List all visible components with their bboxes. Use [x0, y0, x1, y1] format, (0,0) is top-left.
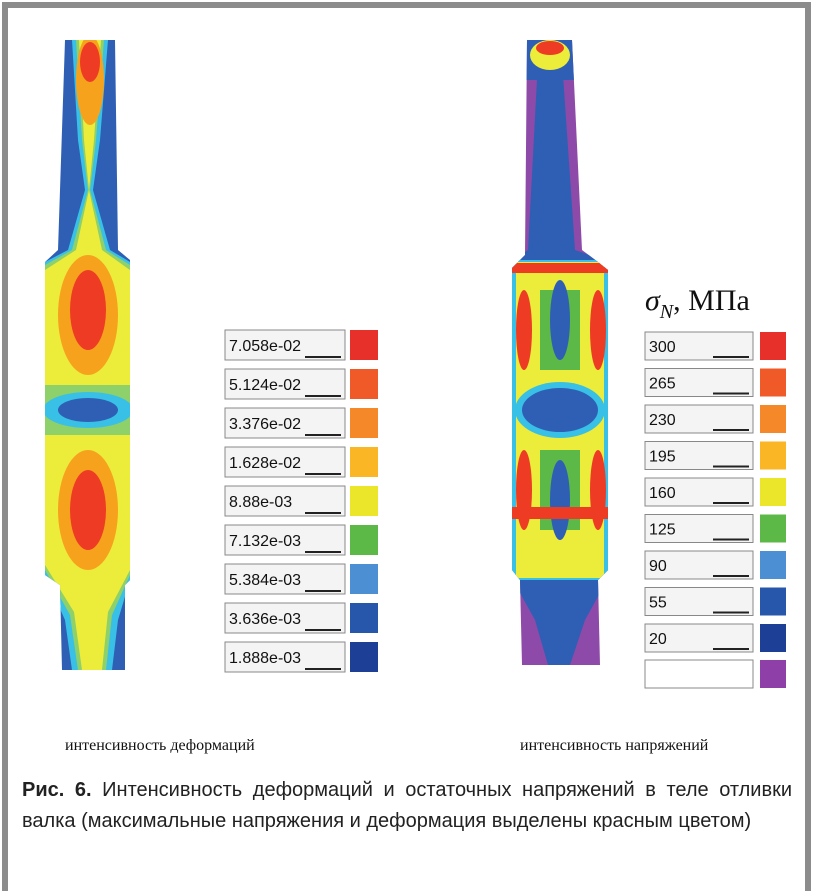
legend-swatch: [350, 603, 378, 633]
figure-caption: Рис. 6. Интенсивность деформаций и остат…: [22, 775, 792, 837]
figure: σN, МПа интенсивность деформаций интенси…: [0, 0, 813, 891]
legend-label: 7.132e-03: [229, 533, 301, 550]
sub-caption: интенсивность деформаций: [65, 737, 255, 754]
strain-plot: [40, 35, 135, 675]
legend-label: 1.628e-02: [229, 455, 301, 472]
legend-swatch: [760, 588, 786, 616]
legend-swatch: [350, 564, 378, 594]
legend-swatch: [350, 525, 378, 555]
legend-label: 160: [649, 485, 676, 502]
legend-label: 230: [649, 412, 676, 429]
legend-label: 5.384e-03: [229, 572, 301, 589]
legend-swatch: [350, 330, 378, 360]
legend-label: 300: [649, 339, 676, 356]
legend-swatch: [760, 660, 786, 688]
legend-label: 55: [649, 595, 667, 612]
legend-label: 90: [649, 558, 667, 575]
legend-swatch: [760, 478, 786, 506]
caption-text: Интенсивность деформаций и остаточных на…: [22, 779, 792, 832]
legend-row-empty: [645, 660, 786, 688]
sub-caption: интенсивность напряжений: [520, 737, 709, 754]
legend-box: [645, 660, 753, 688]
legend-label: 3.376e-02: [229, 416, 301, 433]
legend-swatch: [760, 369, 786, 397]
caption-label: Рис. 6.: [22, 779, 92, 801]
legend-swatch: [760, 624, 786, 652]
legend-label: 20: [649, 631, 667, 648]
legend-swatch: [350, 486, 378, 516]
legend-label: 8.88e-03: [229, 494, 292, 511]
legend-label: 125: [649, 522, 676, 539]
legend-swatch: [350, 447, 378, 477]
legend-label: 1.888e-03: [229, 650, 301, 667]
legend-swatch: [760, 515, 786, 543]
legend-symbol: σ: [645, 284, 661, 317]
legend-title: σN, МПа: [645, 284, 750, 323]
legend-label: 265: [649, 376, 676, 393]
legend-label: 5.124e-02: [229, 377, 301, 394]
legend-swatch: [760, 442, 786, 470]
legend-swatch: [350, 642, 378, 672]
legend-swatch: [350, 369, 378, 399]
legend-swatch: [760, 332, 786, 360]
stress-plot: [505, 35, 615, 675]
legend-swatch: [350, 408, 378, 438]
legend-swatch: [760, 551, 786, 579]
legend-swatch: [760, 405, 786, 433]
legend-label: 7.058e-02: [229, 338, 301, 355]
legend-label: 195: [649, 449, 676, 466]
legend-unit: , МПа: [673, 284, 750, 317]
page: σN, МПа интенсивность деформаций интенси…: [0, 0, 813, 891]
legend-label: 3.636e-03: [229, 611, 301, 628]
